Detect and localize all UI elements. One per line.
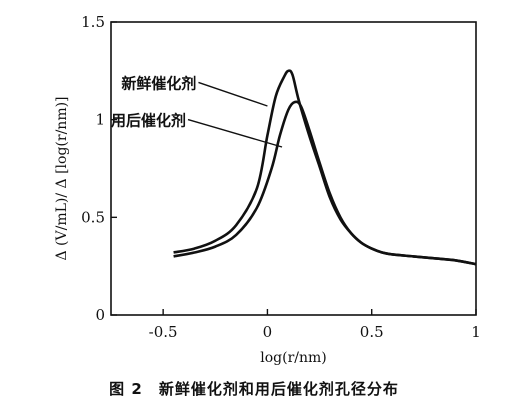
y-tick-label: 0.5 (81, 208, 105, 226)
x-tick-label: -0.5 (149, 323, 178, 341)
plot-border (110, 21, 477, 316)
figure-number: 图 2 (109, 380, 143, 398)
x-tick-label: 0.5 (360, 323, 384, 341)
series-layer (173, 69, 477, 266)
annotation-leader-line (187, 118, 283, 148)
annotation-label-fresh-catalyst: 新鲜催化剂 (121, 74, 196, 92)
axis-ticks: -0.5 0 0.5 1 0 0.5 1 1.5 (81, 13, 481, 341)
plot-frame (110, 21, 477, 316)
series-line-fresh-catalyst (173, 69, 477, 266)
figure-caption: 图 2 新鲜催化剂和用后催化剂孔径分布 (0, 378, 508, 399)
series-line-used-catalyst (173, 100, 477, 266)
x-axis-label: log(r/nm) (260, 350, 327, 366)
y-tick-label: 0 (95, 306, 105, 324)
y-axis-label: Δ (V/mL)/ Δ [log(r/nm)] (54, 96, 70, 260)
y-tick-label: 1.5 (81, 13, 105, 31)
y-tick-label: 1 (95, 111, 105, 129)
x-tick-label: 0 (263, 323, 273, 341)
annotation-leader-line (198, 81, 268, 107)
x-tick-label: 1 (471, 323, 481, 341)
figure-caption-text: 新鲜催化剂和用后催化剂孔径分布 (158, 380, 399, 398)
annotation-label-used-catalyst: 用后催化剂 (111, 112, 186, 130)
